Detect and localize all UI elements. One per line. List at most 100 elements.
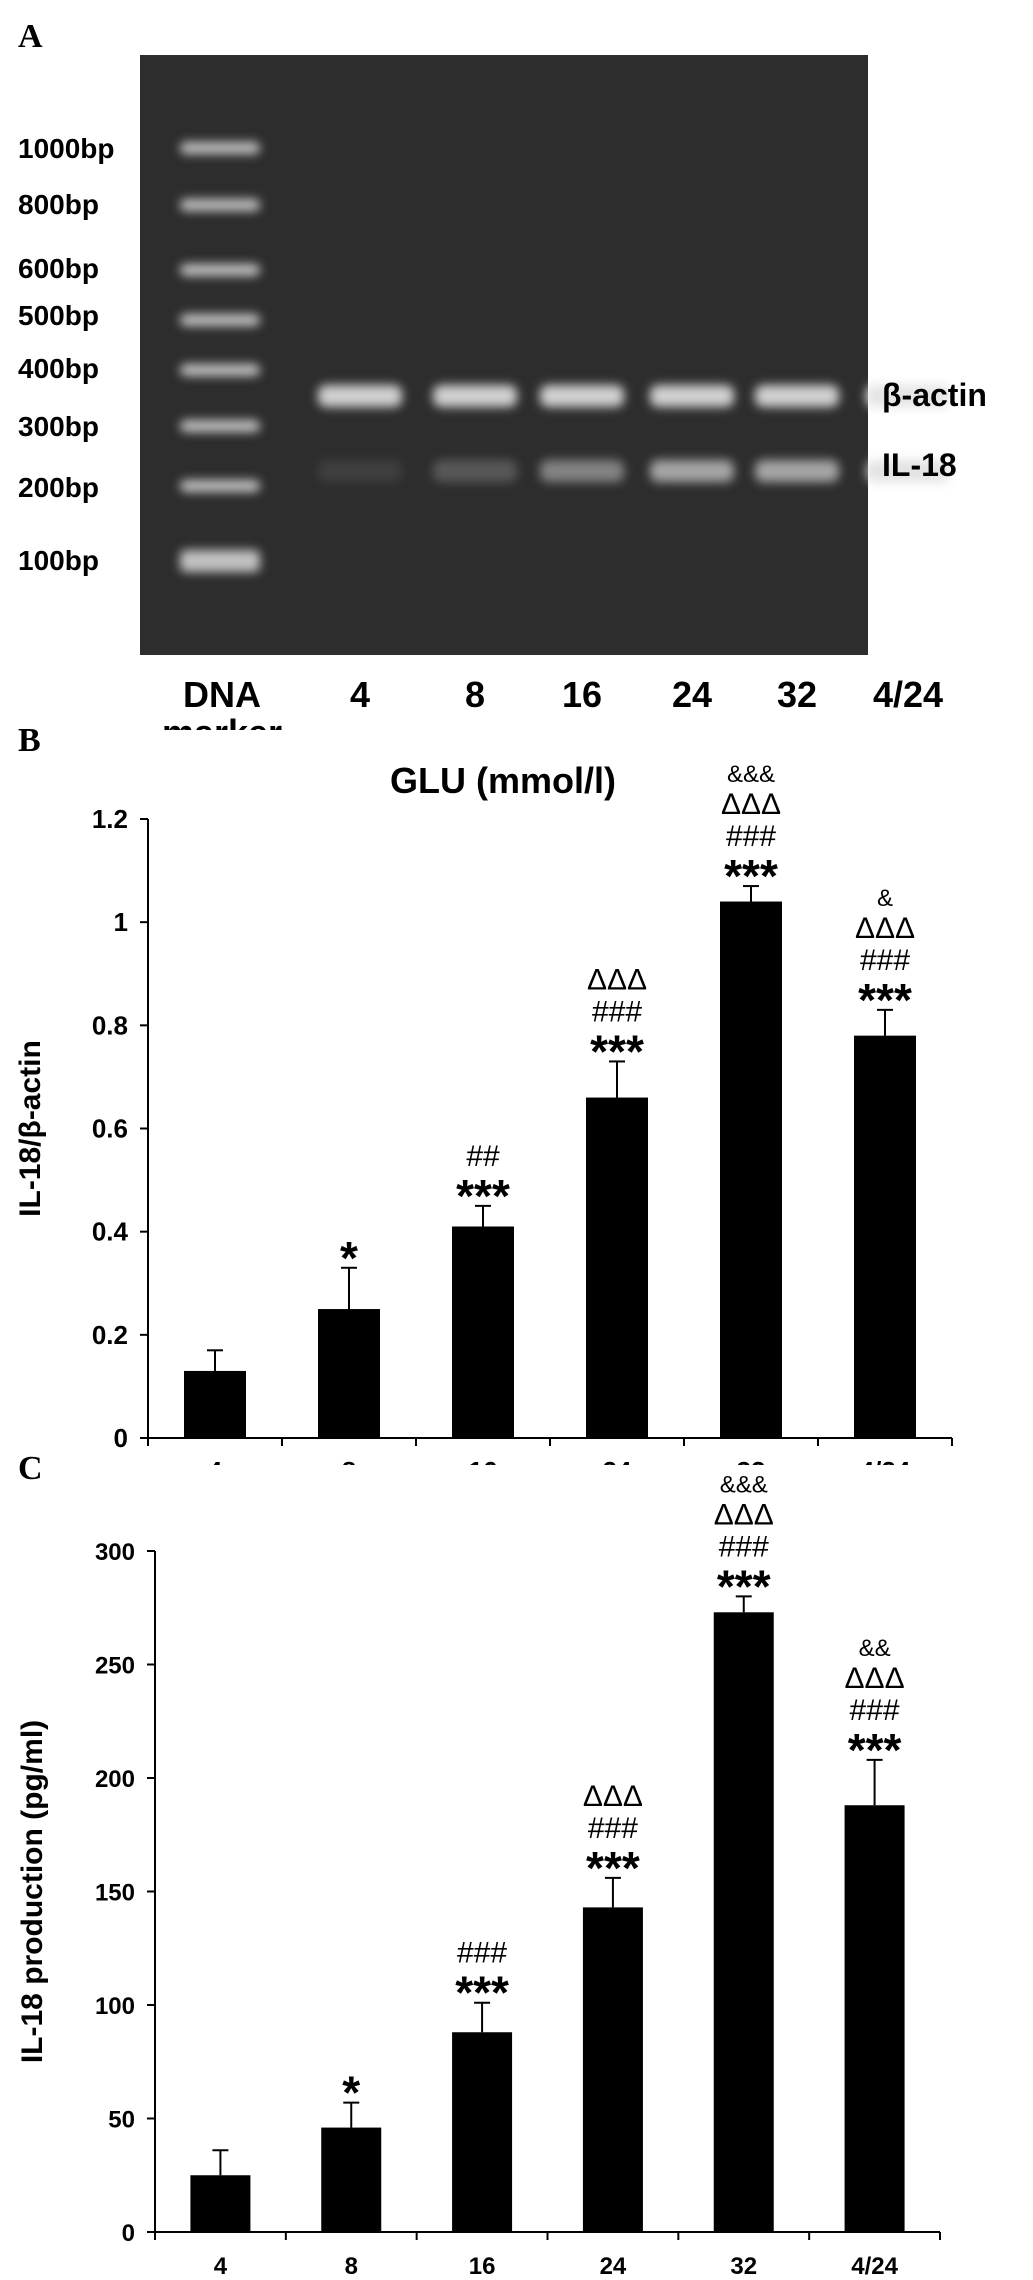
significance-mark: * [340, 1232, 358, 1284]
x-tick-label: 4 [214, 2253, 228, 2280]
beta-actin-band [866, 385, 950, 407]
significance-mark: ### [726, 820, 776, 853]
bar [586, 1097, 648, 1438]
marker-band [180, 364, 260, 376]
y-tick-label: 50 [108, 2107, 135, 2134]
y-axis-title: IL-18/β-actin [14, 1040, 47, 1217]
y-axis-title: IL-18 production (pg/ml) [16, 1720, 49, 2063]
bar [452, 2032, 513, 2232]
gel-panel: 1000bp 800bp 600bp 500bp 400bp 300bp 200bp 100b… [18, 55, 987, 730]
y-tick-label: 0.6 [92, 1114, 128, 1144]
x-tick-label: 24 [603, 1456, 632, 1465]
bar [582, 1907, 643, 2232]
panel-label-a: A [18, 18, 43, 55]
significance-mark: ### [719, 1530, 769, 1563]
significance-mark: && [859, 1635, 891, 1662]
significance-mark: ΔΔΔ [721, 788, 781, 821]
significance-mark: *** [590, 1025, 644, 1077]
significance-mark: *** [724, 850, 778, 902]
il18-band [433, 460, 517, 482]
significance-mark: ### [588, 1812, 638, 1845]
significance-mark: * [342, 2067, 360, 2119]
x-tick-label: 4/24 [860, 1456, 911, 1465]
x-tick-label: 24 [600, 2253, 627, 2280]
y-tick-label: 0.2 [92, 1320, 128, 1350]
y-tick-label: 150 [95, 1880, 135, 1907]
chart-b: 00.20.40.60.811.24*8***##16***###ΔΔΔ24**… [14, 761, 953, 1465]
y-tick-label: 0.4 [92, 1217, 129, 1247]
significance-mark: ΔΔΔ [587, 963, 647, 996]
il18-band [755, 460, 839, 482]
significance-mark: *** [456, 1170, 510, 1222]
bar [452, 1226, 514, 1438]
significance-mark: ΔΔΔ [855, 912, 915, 945]
y-tick-label: 0 [122, 2220, 135, 2247]
marker-size-label: 200bp [18, 472, 99, 503]
significance-mark: *** [717, 1560, 771, 1612]
gel-x-axis-label: GLU (mmol/l) [390, 760, 616, 801]
il18-band [650, 460, 734, 482]
significance-mark: *** [586, 1842, 640, 1894]
x-tick-label: 4/24 [851, 2253, 898, 2280]
x-tick-label: 16 [469, 2253, 496, 2280]
significance-mark: *** [455, 1967, 509, 2019]
significance-mark: ### [850, 1694, 900, 1727]
marker-band [180, 550, 260, 572]
x-tick-label: 8 [342, 1456, 356, 1465]
bar [844, 1805, 905, 2232]
marker-size-label: 1000bp [18, 133, 115, 164]
significance-mark: ΔΔΔ [583, 1780, 643, 1813]
lane-label: 4 [350, 674, 370, 715]
y-tick-label: 100 [95, 1993, 135, 2020]
band-label-beta-actin: β-actin [882, 377, 987, 413]
lane-label: 8 [465, 674, 485, 715]
marker-size-label: 300bp [18, 411, 99, 442]
bar [854, 1035, 916, 1438]
lane-label: 32 [777, 674, 817, 715]
x-tick-label: 32 [730, 2253, 757, 2280]
marker-band [180, 199, 260, 211]
significance-mark: ### [860, 944, 910, 977]
band-label-il18: IL-18 [882, 447, 957, 483]
significance-mark: &&& [727, 761, 775, 788]
x-tick-label: 16 [469, 1456, 498, 1465]
marker-band [180, 314, 260, 326]
significance-mark: ΔΔΔ [845, 1662, 905, 1695]
bar [184, 1370, 246, 1438]
marker-size-label: 400bp [18, 353, 99, 384]
marker-band [180, 480, 260, 492]
chart-c: 0501001502002503004*8***###16***###ΔΔΔ24… [16, 1471, 941, 2280]
x-tick-label: 32 [737, 1456, 766, 1465]
beta-actin-band [433, 385, 517, 407]
il18-band [866, 460, 950, 482]
panel-label-c: C [18, 1450, 43, 1487]
marker-band [180, 142, 260, 154]
marker-lane-label-line1: DNA [183, 674, 261, 715]
y-tick-label: 1 [114, 907, 128, 937]
significance-mark: ### [457, 1937, 507, 1970]
marker-band [180, 264, 260, 276]
il18-band [318, 460, 402, 482]
y-tick-label: 300 [95, 1539, 135, 1566]
lane-label: 24 [672, 674, 712, 715]
significance-mark: ### [592, 995, 642, 1028]
lane-label: 16 [562, 674, 602, 715]
lane-label: 4/24 [873, 674, 943, 715]
y-tick-label: 200 [95, 1766, 135, 1793]
marker-size-label: 800bp [18, 189, 99, 220]
significance-mark: & [877, 885, 893, 912]
x-tick-label: 8 [345, 2253, 358, 2280]
marker-size-label: 100bp [18, 545, 99, 576]
beta-actin-band [755, 385, 839, 407]
beta-actin-band [318, 385, 402, 407]
marker-size-label: 600bp [18, 253, 99, 284]
beta-actin-band [540, 385, 624, 407]
significance-mark: *** [858, 974, 912, 1026]
significance-mark: ΔΔΔ [714, 1498, 774, 1531]
x-tick-label: 4 [208, 1456, 223, 1465]
gel-background [140, 55, 868, 655]
y-tick-label: 1.2 [92, 804, 128, 834]
bar [720, 901, 782, 1438]
y-tick-label: 0.8 [92, 1010, 128, 1040]
marker-lane-label-line2: marker [162, 712, 282, 730]
